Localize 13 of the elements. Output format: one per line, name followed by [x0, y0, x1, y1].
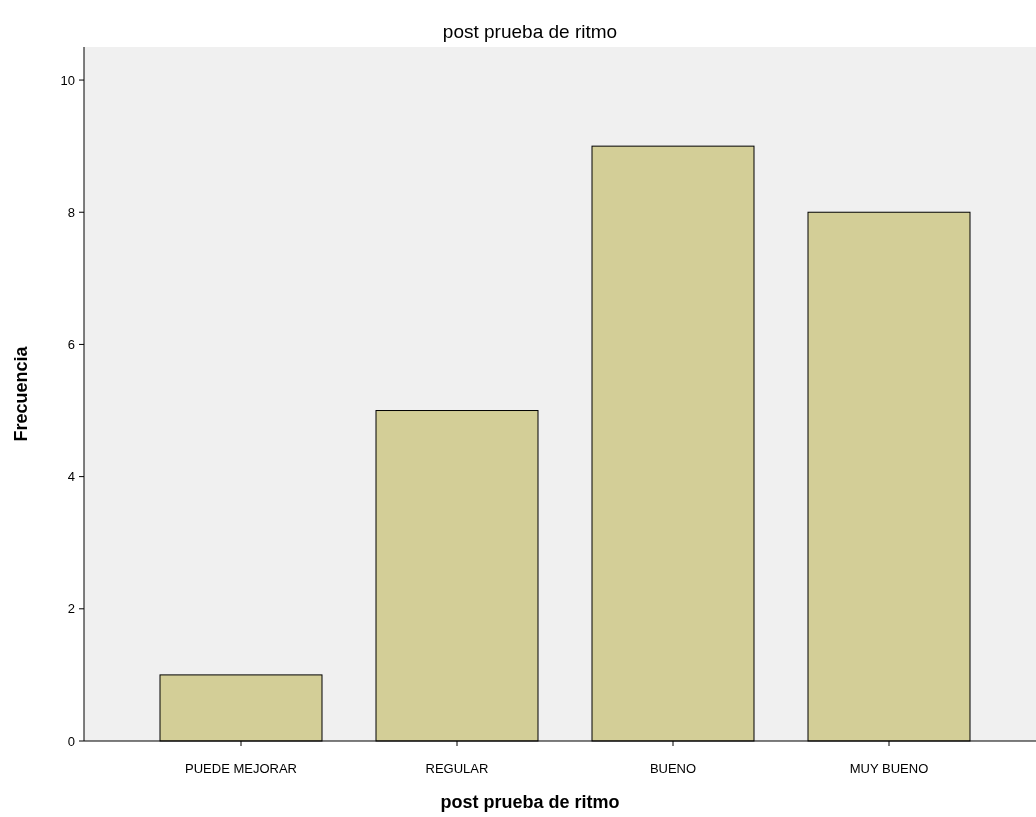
y-tick-label: 6: [67, 336, 75, 352]
chart-title: post prueba de ritmo: [442, 21, 618, 42]
y-tick-label: 10: [60, 72, 75, 88]
y-axis-title: Frecuencia: [11, 345, 31, 442]
y-tick-label: 8: [67, 204, 75, 220]
x-tick-label: MUY BUENO: [849, 761, 929, 776]
x-tick-label: PUEDE MEJORAR: [185, 761, 297, 776]
x-tick-label: BUENO: [649, 761, 697, 776]
y-tick-label: 2: [67, 601, 75, 617]
y-tick-label: 4: [67, 469, 75, 485]
x-axis-title: post prueba de ritmo: [440, 792, 620, 812]
x-tick-label: REGULAR: [425, 761, 489, 776]
y-tick-label: 0: [67, 733, 75, 749]
